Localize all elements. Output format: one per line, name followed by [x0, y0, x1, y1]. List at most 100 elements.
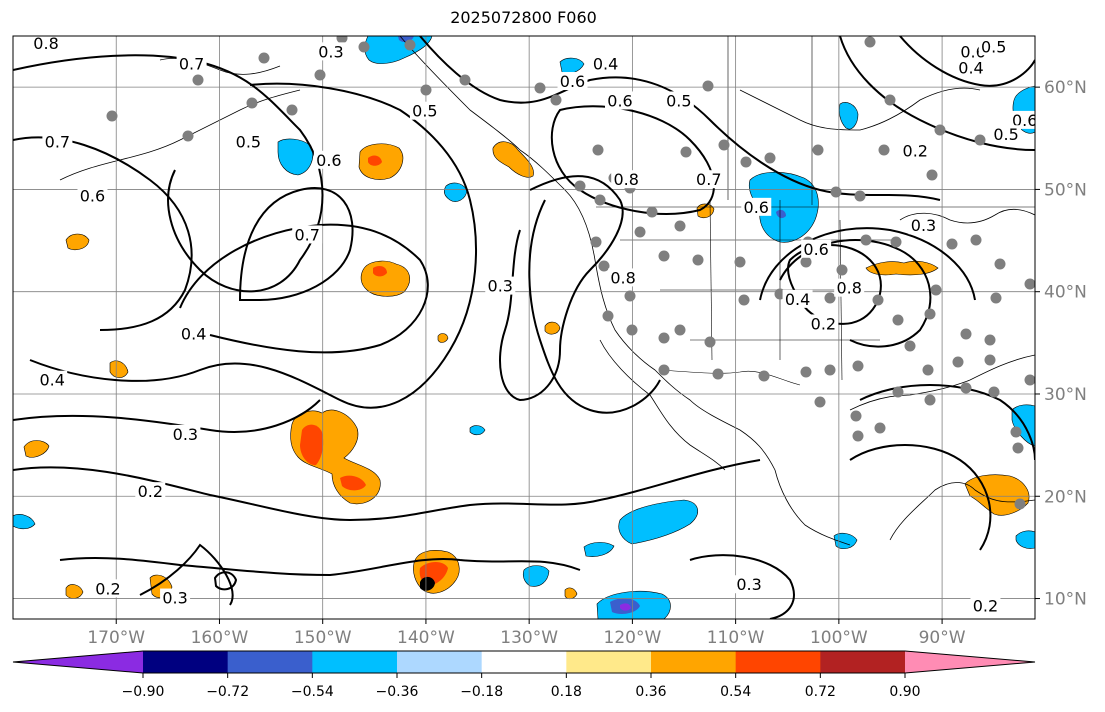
contour-label: 0.2 [811, 314, 836, 333]
lat-tick-label: 40°N [1044, 283, 1087, 303]
contour-label: 0.3 [318, 42, 343, 61]
lon-tick-label: 170°W [87, 628, 145, 648]
contour-label: 0.8 [610, 268, 635, 287]
contour-label-bg [734, 575, 765, 594]
map-area: 0.80.70.70.60.50.60.70.50.60.40.6 0.50.70… [13, 34, 1037, 619]
station-dot [930, 284, 942, 296]
colorbar-swatch [143, 651, 229, 673]
map-frame [12, 35, 1036, 620]
contour-label-bg [970, 596, 1001, 615]
station-dot [864, 36, 876, 48]
station-dot [702, 80, 714, 92]
contour-label-bg [92, 579, 123, 598]
shaded-blob [583, 542, 615, 557]
contour-label-bg [178, 324, 209, 343]
contour-line [550, 105, 715, 215]
contour-label-bg [808, 314, 839, 333]
contour-label-bg [900, 141, 931, 160]
contour-label-bg [663, 91, 694, 110]
contour-label: 0.6 [607, 91, 632, 110]
contour-label: 0.8 [33, 34, 58, 53]
contour-label-bg [1009, 110, 1035, 129]
shaded-field [13, 36, 1035, 619]
contour-label: 0.4 [40, 371, 65, 390]
contour-label-bg [605, 91, 636, 110]
contour-line [59, 556, 581, 577]
contour-label-bg [801, 239, 832, 258]
lon-tick-label: 120°W [604, 628, 662, 648]
colorbar-tick-label: 0.18 [551, 684, 582, 700]
shaded-blob [437, 333, 449, 343]
contour-label: 0.5 [412, 102, 437, 121]
contour-label: 0.4 [958, 59, 983, 78]
border-line [659, 369, 801, 386]
station-dot [674, 324, 686, 336]
contour-label: 0.2 [973, 597, 998, 616]
contour-label-bg [135, 482, 166, 501]
station-dot [884, 94, 896, 106]
shaded-blob [618, 499, 698, 545]
station-dot [314, 69, 326, 81]
station-dot [740, 156, 752, 168]
station-dot [192, 74, 204, 86]
shaded-blob [620, 603, 631, 611]
contour-lines [13, 36, 1035, 619]
contour-labels: 0.80.70.70.60.50.60.70.50.60.40.6 0.50.70… [31, 34, 1037, 616]
station-dot [872, 294, 884, 306]
station-dot [1024, 278, 1035, 290]
station-dot [674, 220, 686, 232]
contour-label: 0.7 [696, 170, 721, 189]
contour-label: 0.7 [45, 132, 70, 151]
shaded-blob [300, 424, 324, 466]
contour-label: 0.6 [316, 151, 341, 170]
contour-line [213, 571, 238, 591]
station-dot [734, 256, 746, 268]
station-dot [758, 370, 770, 382]
shaded-blob [360, 260, 410, 297]
lon-tick-label: 130°W [500, 628, 558, 648]
station-dot [692, 254, 704, 266]
contour-label: 0.3 [162, 589, 187, 608]
contour-label-bg [42, 132, 73, 151]
contour-label-bg [176, 54, 207, 73]
contour-line [528, 199, 661, 414]
coastlines [59, 36, 1035, 546]
contour-label-bg [557, 72, 588, 91]
colorbar-extend-min [13, 651, 143, 673]
contour-label: 0.3 [736, 575, 761, 594]
contour-label: 0.6 [80, 187, 105, 206]
contour-label-bg [978, 37, 1009, 56]
station-dot [764, 152, 776, 164]
map-title: 2025072800 F060 [450, 8, 597, 27]
station-dot [854, 190, 866, 202]
shaded-blob [696, 203, 715, 219]
shaded-blob [444, 182, 468, 202]
station-dot [592, 144, 604, 156]
station-dot [594, 194, 606, 206]
lat-tick-label: 30°N [1044, 385, 1087, 405]
station-dot [934, 124, 946, 136]
station-dot [878, 144, 890, 156]
contour-label: 0.3 [911, 216, 936, 235]
station-dot [634, 226, 646, 238]
contour-label: 0.6 [1012, 111, 1037, 130]
contour-label-bg [693, 170, 724, 189]
colorbar-tick-label: −0.36 [376, 684, 419, 700]
colorbar-tick-label: −0.54 [291, 684, 334, 700]
contour-label: 0.4 [593, 55, 618, 74]
coastline [899, 208, 1035, 224]
station-dot [984, 354, 996, 366]
shaded-blob [340, 475, 366, 491]
contour-label: 0.3 [173, 425, 198, 444]
contour-label-bg [955, 58, 986, 77]
contour-label-bg [315, 42, 346, 61]
station-dot [984, 334, 996, 346]
colorbar-tick-label: −0.18 [460, 684, 503, 700]
contour-label: 0.2 [95, 579, 120, 598]
shaded-blob [522, 565, 550, 587]
contour-label-bg [611, 170, 642, 189]
shaded-blob [13, 514, 36, 530]
station-dot [1024, 374, 1035, 386]
station-dot [994, 258, 1006, 270]
shaded-blob [833, 532, 858, 549]
